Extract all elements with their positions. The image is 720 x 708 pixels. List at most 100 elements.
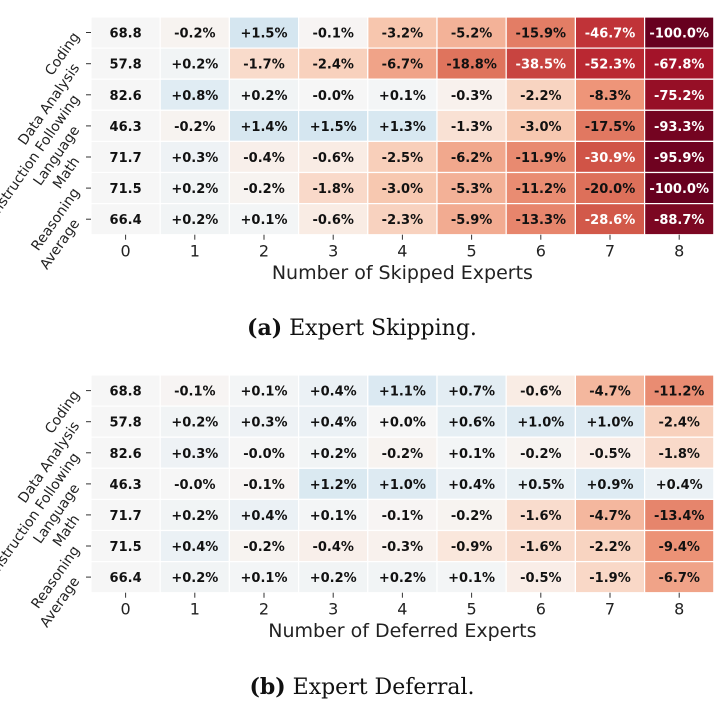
- cell-value-label: -30.9%: [585, 151, 636, 166]
- cell-value-label: +0.0%: [379, 416, 426, 431]
- cell-value-label: -38.5%: [516, 58, 567, 73]
- cell-value-label: +0.3%: [171, 151, 218, 166]
- x-tick-label: 4: [397, 600, 407, 619]
- heatmap-cell: [159, 109, 230, 143]
- cell-value-label: -4.7%: [589, 509, 630, 524]
- cell-value-label: -0.4%: [312, 540, 353, 555]
- heatmap-cell: [505, 560, 577, 594]
- x-tick-label: 8: [674, 242, 684, 261]
- heatmap-cell: [643, 109, 715, 143]
- cell-value-label: 46.3: [110, 478, 142, 493]
- heatmap-cell: [298, 171, 369, 205]
- cell-value-label: +0.4%: [310, 416, 357, 431]
- heatmap-cell: [228, 47, 300, 80]
- x-tick-label: 7: [605, 242, 615, 261]
- cell-value-label: +0.2%: [171, 509, 218, 524]
- x-tick-label: 0: [121, 600, 131, 619]
- x-tick-label: 7: [605, 600, 615, 619]
- cell-value-label: -2.3%: [382, 213, 423, 228]
- cell-value-label: +0.1%: [241, 385, 288, 400]
- heatmap-cell: [90, 203, 161, 236]
- heatmap-cell: [643, 171, 715, 205]
- heatmap-cell: [643, 560, 715, 594]
- heatmap-cell: [90, 140, 161, 174]
- cell-value-label: -95.9%: [654, 151, 705, 166]
- cell-value-label: -93.3%: [654, 120, 705, 135]
- x-tick-label: 4: [397, 242, 407, 261]
- cell-value-label: -6.7%: [658, 571, 699, 586]
- cell-value-label: -0.0%: [243, 447, 284, 462]
- cell-value-label: 57.8: [110, 58, 142, 73]
- cell-value-label: -0.1%: [243, 478, 284, 493]
- heatmap-panel-a: 68.8 -0.2% +1.5% -0.1% -3.2% -5.2% -15.9% -46.7…: [0, 16, 715, 341]
- cell-value-label: -2.2%: [589, 540, 630, 555]
- cell-value-label: -5.3%: [451, 182, 492, 197]
- cell-value-label: +0.2%: [171, 213, 218, 228]
- heatmap-cell: [574, 374, 646, 407]
- cell-value-label: -67.8%: [654, 58, 705, 73]
- cell-value-label: +0.2%: [241, 89, 288, 104]
- cell-value-label: +0.2%: [171, 416, 218, 431]
- cell-value-label: -2.5%: [382, 151, 423, 166]
- cell-value-label: -88.7%: [654, 213, 705, 228]
- cell-value-label: -20.0%: [585, 182, 636, 197]
- cell-value-label: +1.4%: [241, 120, 288, 135]
- panel-letter: (b): [249, 674, 285, 700]
- cell-value-label: -11.9%: [516, 151, 567, 166]
- heatmap-cell: [574, 47, 646, 80]
- heatmap-cell: [643, 436, 715, 469]
- cell-value-label: -0.6%: [312, 213, 353, 228]
- heatmap-cell: [367, 203, 438, 236]
- heatmap-cell: [90, 109, 161, 143]
- heatmap-cell: [298, 529, 369, 563]
- cell-value-label: -1.3%: [451, 120, 492, 135]
- cell-value-label: +0.8%: [171, 89, 218, 104]
- heatmap-cell: [643, 140, 715, 174]
- cell-value-label: +0.1%: [310, 509, 357, 524]
- cell-value-label: +0.5%: [517, 478, 564, 493]
- x-axis-label: Number of Deferred Experts: [268, 620, 536, 642]
- cell-value-label: -6.2%: [451, 151, 492, 166]
- cell-value-label: 57.8: [110, 416, 142, 431]
- cell-value-label: +0.4%: [241, 509, 288, 524]
- cell-value-label: +0.2%: [310, 447, 357, 462]
- panel-caption-text: Expert Skipping.: [282, 316, 477, 341]
- cell-value-label: -11.2%: [516, 182, 567, 197]
- cell-value-label: 71.5: [110, 540, 142, 555]
- cell-value-label: -0.1%: [312, 27, 353, 42]
- cell-value-label: -100.0%: [649, 182, 709, 197]
- cell-value-label: +0.2%: [379, 571, 426, 586]
- heatmap-cell: [643, 467, 715, 500]
- heatmap-cell: [90, 78, 161, 111]
- cell-value-label: +1.0%: [379, 478, 426, 493]
- cell-value-label: -0.0%: [174, 478, 215, 493]
- heatmap-cell: [228, 560, 300, 594]
- cell-value-label: -0.1%: [174, 385, 215, 400]
- heatmap-cell: [298, 498, 369, 532]
- cell-value-label: 68.8: [110, 385, 142, 400]
- cell-value-label: 71.5: [110, 182, 142, 197]
- heatmap-cell: [505, 498, 577, 532]
- cell-value-label: 68.8: [110, 27, 142, 42]
- heatmap-cell: [90, 436, 161, 469]
- heatmap-cell: [436, 405, 507, 438]
- x-tick-label: 3: [328, 242, 338, 261]
- cell-value-label: -0.2%: [451, 509, 492, 524]
- x-tick-label: 3: [328, 600, 338, 619]
- heatmap-cell: [643, 47, 715, 80]
- heatmap-cell: [159, 171, 230, 205]
- heatmap-cell: [228, 498, 300, 532]
- cell-value-label: -1.6%: [520, 540, 561, 555]
- x-tick-label: 5: [467, 600, 477, 619]
- cell-value-label: -2.4%: [312, 58, 353, 73]
- cell-value-label: -0.2%: [243, 540, 284, 555]
- heatmap-cell: [643, 78, 715, 111]
- cell-value-label: -0.2%: [520, 447, 561, 462]
- cell-value-label: +1.1%: [379, 385, 426, 400]
- cell-value-label: -1.8%: [658, 447, 699, 462]
- heatmap-cell: [436, 560, 507, 594]
- cell-value-label: -0.2%: [382, 447, 423, 462]
- heatmap-cell: [505, 436, 577, 469]
- x-tick-label: 8: [674, 600, 684, 619]
- heatmap-cell: [505, 47, 577, 80]
